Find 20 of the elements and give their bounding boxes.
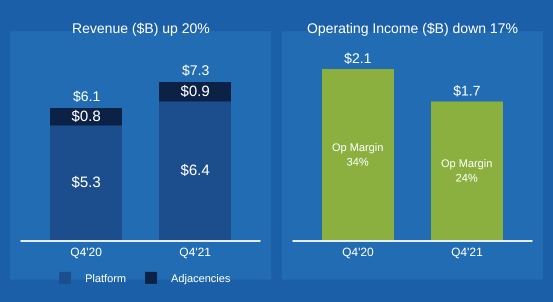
data-label: $5.3 [71,174,101,192]
bar [159,101,232,240]
annotation: Op Margin 34% [332,142,384,168]
x-tick-label: Q4'20 [70,245,102,260]
chart-title: Revenue ($B) up 20% [72,20,210,36]
x-tick-label: Q4'21 [179,245,212,260]
legend-label: Adjacencies [171,273,231,286]
data-label: $0.8 [71,108,101,126]
bar [50,125,122,240]
x-tick-label: Q4'21 [451,245,484,260]
annotation: Op Margin 24% [441,158,492,184]
legend-label: Platform [85,273,126,286]
data-label: $2.1 [344,50,372,66]
total-label: $7.3 [182,62,210,78]
data-label: $0.9 [180,83,210,100]
chart-title: Operating Income ($B) down 17% [307,20,518,36]
x-tick-label: Q4'20 [342,245,374,260]
total-label: $6.1 [73,88,100,104]
data-label: $1.7 [453,82,481,99]
data-label: $6.4 [180,162,210,180]
